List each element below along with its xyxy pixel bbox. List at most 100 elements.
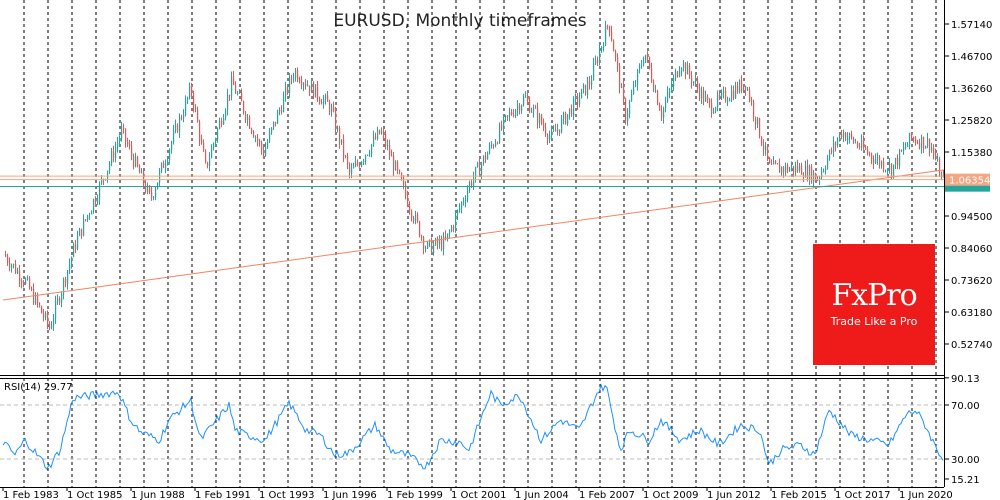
candle-body — [537, 108, 539, 124]
candle-body — [829, 150, 831, 159]
candle-body — [451, 226, 453, 232]
candle-body — [101, 178, 103, 184]
candle-body — [175, 124, 177, 131]
candle-body — [547, 134, 549, 140]
candle-body — [845, 132, 847, 141]
candle-body — [79, 228, 81, 237]
candle-body — [459, 208, 461, 211]
x-tick-label: 1 Oct 2001 — [451, 490, 506, 500]
candle-body — [93, 199, 95, 212]
candle-body — [553, 129, 555, 131]
candle-body — [835, 142, 837, 146]
x-tick-label: 1 Jun 1996 — [323, 490, 377, 500]
candle-body — [939, 159, 941, 177]
candle-body — [391, 155, 393, 157]
candle-body — [539, 115, 541, 124]
candle-body — [435, 238, 437, 245]
candle-body — [445, 236, 447, 240]
candle-body — [755, 116, 757, 125]
candle-body — [707, 96, 709, 100]
candle-body — [35, 295, 37, 304]
candle-body — [227, 94, 229, 111]
candle-body — [921, 136, 923, 149]
x-tick-label: 1 Jun 2012 — [707, 490, 761, 500]
candle-body — [677, 71, 679, 77]
y-tick-label: 0.94500 — [951, 212, 992, 223]
candle-body — [23, 282, 25, 284]
candle-body — [863, 140, 865, 148]
candle-body — [143, 171, 145, 185]
candle-body — [809, 166, 811, 180]
candle-body — [485, 155, 487, 160]
candle-body — [277, 111, 279, 124]
candle-body — [749, 89, 751, 101]
rsi-panel — [0, 383, 944, 471]
candle-body — [181, 116, 183, 119]
candle-body — [441, 239, 443, 250]
candle-body — [753, 101, 755, 117]
candle-body — [211, 147, 213, 159]
candle-body — [515, 110, 517, 117]
candle-body — [773, 161, 775, 165]
candle-body — [601, 46, 603, 51]
candle-body — [97, 199, 99, 203]
candle-body — [541, 115, 543, 124]
candle-body — [703, 89, 705, 102]
candle-body — [877, 157, 879, 160]
candle-body — [737, 85, 739, 92]
candle-body — [39, 303, 41, 307]
candle-body — [655, 90, 657, 92]
candle-body — [771, 163, 773, 165]
candle-body — [301, 81, 303, 86]
candle-body — [339, 127, 341, 144]
candle-body — [247, 117, 249, 121]
candle-body — [691, 75, 693, 84]
candle-body — [623, 85, 625, 100]
candle-body — [897, 158, 899, 166]
candle-body — [765, 146, 767, 151]
candle-body — [913, 137, 915, 139]
candle-body — [523, 96, 525, 106]
candle-body — [139, 166, 141, 174]
candle-body — [67, 270, 69, 284]
candle-body — [555, 129, 557, 132]
candle-body — [163, 162, 165, 168]
candle-body — [85, 219, 87, 221]
candle-body — [807, 165, 809, 180]
candle-body — [505, 115, 507, 118]
candle-body — [799, 165, 801, 171]
candle-body — [701, 89, 703, 99]
candle-body — [791, 165, 793, 169]
candle-body — [361, 162, 363, 167]
candle-body — [635, 84, 637, 86]
candle-body — [489, 145, 491, 154]
candle-body — [347, 156, 349, 165]
candle-body — [115, 147, 117, 159]
candle-body — [501, 125, 503, 130]
candle-body — [517, 105, 519, 111]
candle-body — [353, 166, 355, 169]
candle-body — [521, 105, 523, 112]
y-tick-label: 1.46700 — [951, 52, 992, 63]
candle-body — [569, 108, 571, 115]
candle-body — [833, 142, 835, 152]
candle-body — [129, 144, 131, 147]
candle-body — [551, 130, 553, 136]
candle-body — [13, 264, 15, 266]
rsi-tick-label: 90.13 — [951, 374, 980, 385]
vertical-grid — [23, 0, 937, 487]
candle-body — [711, 103, 713, 114]
candle-body — [685, 63, 687, 75]
candle-body — [661, 110, 663, 118]
candle-body — [449, 231, 451, 234]
candle-body — [645, 54, 647, 62]
candle-body — [177, 124, 179, 133]
candle-body — [99, 183, 101, 200]
candle-body — [843, 132, 845, 138]
candle-body — [663, 107, 665, 118]
candle-body — [801, 165, 803, 175]
candle-body — [805, 165, 807, 178]
candle-body — [795, 165, 797, 173]
candle-body — [237, 93, 239, 95]
